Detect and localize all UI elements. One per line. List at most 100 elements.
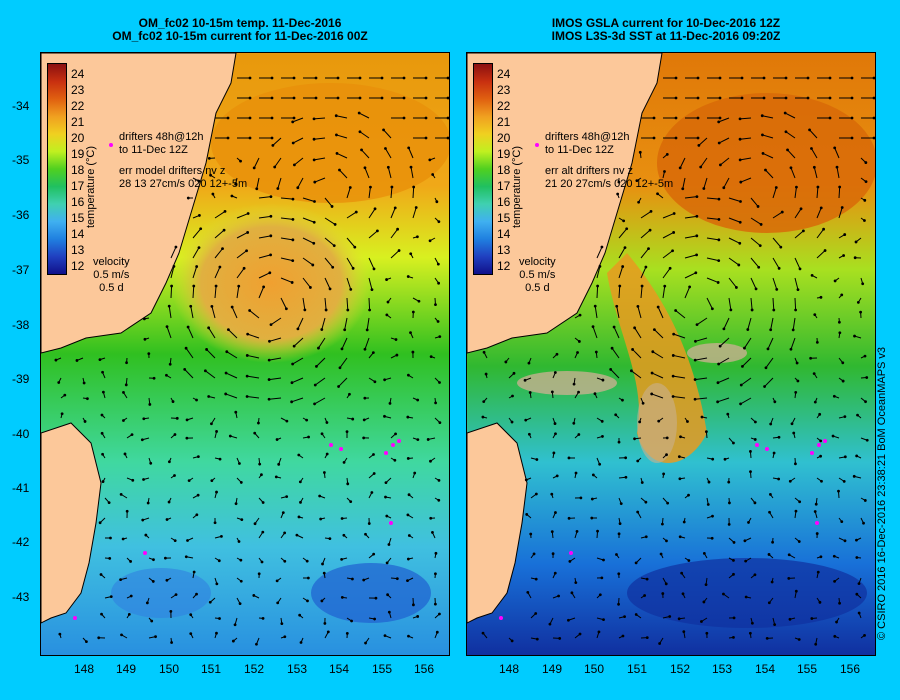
arrow-head: [621, 634, 625, 638]
arrow-head: [548, 622, 552, 626]
arrow-head: [656, 305, 660, 309]
arrow-head: [572, 421, 576, 425]
arrow-head: [482, 400, 486, 404]
arrow-head: [298, 613, 302, 617]
current-arrow: [684, 215, 697, 219]
arrow-head: [402, 96, 406, 100]
arrow-head: [872, 116, 875, 120]
current-arrow: [314, 177, 326, 183]
colorbar-tick: 12: [71, 259, 85, 273]
arrow-head: [348, 392, 351, 396]
current-arrow: [695, 337, 708, 342]
current-arrow: [784, 112, 796, 119]
arrow-head: [170, 641, 173, 644]
current-arrow: [192, 266, 198, 279]
arrow-head: [707, 480, 711, 484]
y-tick: -36: [12, 208, 30, 222]
current-arrow: [657, 306, 664, 319]
arrow-head: [710, 536, 714, 540]
arrow-head: [54, 358, 58, 362]
arrow-head: [387, 610, 391, 614]
arrow-head: [435, 200, 439, 204]
arrow-head: [340, 557, 344, 561]
current-arrow: [410, 167, 414, 179]
arrow-head: [674, 76, 678, 80]
arrow-head: [624, 456, 628, 460]
arrow-head: [863, 499, 867, 502]
arrow-head: [238, 462, 241, 465]
current-arrow: [618, 266, 624, 279]
arrow-head: [184, 555, 188, 559]
credit-text: © CSIRO 2016 16-Dec-2016 23:38:21 BoM Oc…: [876, 346, 888, 640]
arrow-head: [370, 288, 374, 292]
arrow-head: [617, 440, 621, 444]
colorbar-tick: 12: [497, 259, 511, 273]
arrow-head: [292, 96, 296, 100]
arrow-head: [769, 328, 773, 332]
arrow-head: [574, 581, 578, 585]
current-arrow: [256, 177, 260, 189]
arrow-head: [351, 266, 355, 270]
err-line2: 21 20 27cm/s 020 12+-5m: [545, 178, 674, 190]
arrow-head: [195, 398, 198, 402]
current-arrow: [794, 187, 797, 199]
arrow-head: [671, 395, 675, 398]
arrow-head: [612, 325, 616, 329]
left-map-panel[interactable]: 24 23 22 21 20 19 18 17 16 15 14 13 12 temperature (…: [40, 52, 450, 656]
arrow-head: [267, 397, 271, 401]
arrow-head: [738, 137, 742, 141]
arrow-head: [771, 540, 774, 544]
current-arrow: [368, 230, 378, 239]
current-arrow: [366, 317, 370, 330]
arrow-head: [372, 453, 375, 456]
arrow-head: [813, 313, 817, 317]
arrow-head: [766, 347, 770, 351]
arrow-head: [694, 339, 697, 343]
arrow-head: [97, 636, 101, 640]
arrow-head: [406, 579, 409, 583]
arrow-head: [290, 381, 294, 385]
arrow-head: [813, 510, 817, 513]
arrow-head: [119, 578, 123, 582]
velocity-legend: velocity 0.5 m/s 0.5 d: [93, 256, 130, 295]
arrow-head: [267, 358, 271, 362]
current-arrow: [383, 129, 392, 139]
arrow-head: [446, 76, 449, 80]
arrow-head: [402, 116, 406, 120]
arrow-head: [353, 245, 357, 249]
arrow-head: [795, 361, 799, 365]
arrow-head: [794, 589, 798, 593]
current-arrow: [297, 317, 304, 330]
arrow-head: [665, 436, 669, 440]
arrow-head: [723, 457, 727, 461]
arrow-head: [226, 328, 230, 332]
current-arrow: [236, 286, 240, 299]
arrow-head: [424, 76, 428, 80]
arrow-head: [313, 200, 316, 203]
current-arrow: [662, 250, 673, 259]
arrow-head: [633, 326, 637, 330]
current-arrow: [652, 351, 664, 359]
arrow-head: [281, 511, 285, 515]
arrow-head: [617, 602, 620, 606]
arrow-head: [674, 136, 678, 140]
current-arrow: [651, 393, 664, 399]
y-tick: -43: [12, 590, 30, 604]
right-map-panel[interactable]: 24 23 22 21 20 19 18 17 16 15 14 13 12 temperature (…: [466, 52, 876, 656]
arrow-head: [572, 382, 576, 386]
arrow-head: [123, 452, 127, 456]
arrow-head: [856, 413, 859, 417]
arrow-head: [434, 401, 438, 405]
current-arrow: [314, 137, 326, 140]
current-arrow: [324, 237, 335, 247]
warm-eddy: [171, 203, 371, 363]
arrow-head: [269, 234, 273, 238]
arrow-head: [743, 346, 746, 350]
arrow-head: [85, 640, 88, 644]
current-arrow: [184, 369, 194, 379]
arrow-head: [363, 347, 367, 351]
current-arrow: [359, 131, 370, 139]
colorbar-tick: 20: [497, 131, 511, 145]
arrow-head: [317, 346, 320, 350]
cloud-mask: [517, 371, 617, 395]
